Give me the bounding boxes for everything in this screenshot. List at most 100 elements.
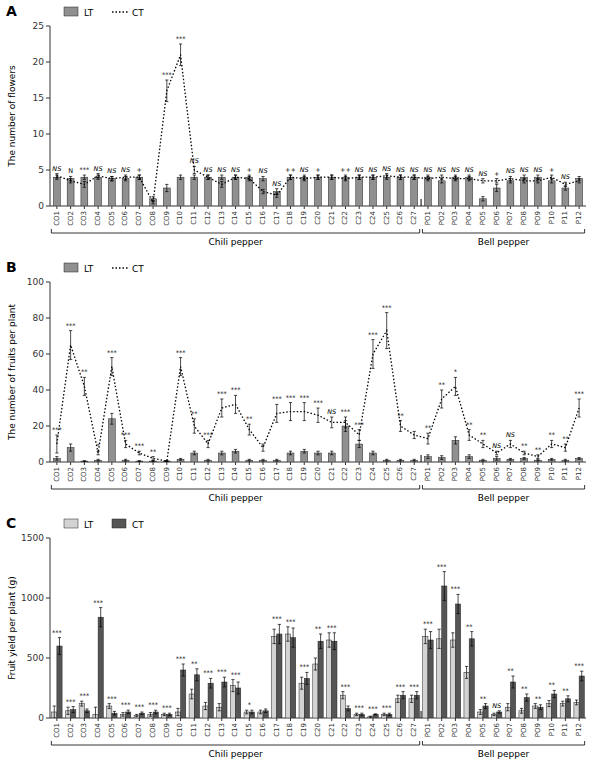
error-cap bbox=[273, 643, 276, 644]
error-stem bbox=[361, 713, 362, 715]
error-cap bbox=[176, 708, 179, 709]
error-stem bbox=[318, 175, 319, 179]
x-tick bbox=[249, 462, 250, 465]
y-tick-label: 500 bbox=[27, 653, 44, 663]
error-cap bbox=[468, 458, 471, 459]
x-tick-label: C12 bbox=[204, 211, 212, 225]
x-tick-label: C14 bbox=[231, 722, 239, 736]
error-cap bbox=[319, 648, 322, 649]
bar bbox=[301, 177, 308, 206]
error-stem bbox=[482, 197, 483, 201]
error-bar bbox=[550, 458, 553, 460]
error-cap bbox=[58, 654, 61, 655]
error-cap bbox=[578, 399, 581, 400]
error-cap bbox=[110, 375, 113, 376]
error-stem bbox=[164, 713, 165, 715]
significance-label: *** bbox=[382, 704, 393, 712]
x-tick bbox=[441, 206, 442, 209]
error-bar bbox=[58, 638, 61, 655]
error-cap bbox=[523, 457, 526, 458]
error-stem bbox=[526, 694, 527, 701]
error-cap bbox=[110, 180, 113, 181]
error-stem bbox=[318, 408, 319, 422]
error-stem bbox=[86, 709, 87, 713]
bar bbox=[291, 638, 296, 718]
error-stem bbox=[331, 175, 332, 179]
significance-label: *** bbox=[107, 695, 118, 703]
x-tick-label: P11 bbox=[561, 211, 569, 224]
y-tick bbox=[46, 62, 50, 63]
error-cap bbox=[399, 179, 402, 180]
bar bbox=[222, 682, 227, 718]
error-cap bbox=[358, 179, 361, 180]
error-cap bbox=[264, 709, 267, 710]
group-label: Bell pepper bbox=[478, 749, 530, 759]
bar bbox=[208, 683, 213, 718]
error-cap bbox=[108, 708, 111, 709]
x-tick bbox=[469, 462, 470, 465]
error-bar bbox=[316, 408, 319, 422]
x-tick bbox=[235, 206, 236, 209]
error-cap bbox=[289, 175, 292, 176]
panel-title: B bbox=[6, 259, 17, 275]
error-cap bbox=[237, 682, 240, 683]
error-cap bbox=[424, 629, 427, 630]
group-bracket bbox=[422, 229, 584, 233]
x-tick-label: PO4 bbox=[465, 466, 473, 481]
x-tick bbox=[386, 718, 387, 721]
bar bbox=[313, 664, 318, 718]
x-tick-label: CO1 bbox=[53, 211, 61, 226]
bar bbox=[53, 177, 60, 206]
y-axis bbox=[50, 282, 51, 462]
significance-label: NS bbox=[355, 166, 364, 174]
y-tick bbox=[46, 98, 50, 99]
bar bbox=[452, 177, 459, 206]
error-stem bbox=[235, 175, 236, 179]
y-axis bbox=[50, 26, 51, 206]
significance-label: *** bbox=[272, 615, 283, 623]
bar bbox=[425, 177, 432, 206]
error-stem bbox=[455, 437, 456, 444]
x-tick bbox=[166, 462, 167, 465]
x-tick bbox=[372, 462, 373, 465]
error-cap bbox=[289, 451, 292, 452]
error-cap bbox=[303, 449, 306, 450]
error-bar bbox=[138, 461, 141, 462]
bar bbox=[411, 177, 418, 206]
error-cap bbox=[523, 175, 526, 176]
error-bar bbox=[264, 709, 267, 713]
error-cap bbox=[138, 451, 141, 452]
x-tick bbox=[263, 718, 264, 721]
x-tick bbox=[153, 718, 154, 721]
bar bbox=[272, 636, 277, 718]
error-cap bbox=[206, 459, 209, 460]
error-stem bbox=[416, 692, 417, 699]
error-cap bbox=[371, 339, 374, 340]
significance-label: ** bbox=[535, 446, 542, 454]
legend: LTCT bbox=[64, 263, 144, 274]
error-cap bbox=[481, 196, 484, 197]
error-stem bbox=[221, 399, 222, 417]
error-bar bbox=[468, 176, 471, 180]
error-bar bbox=[165, 461, 168, 462]
error-cap bbox=[314, 670, 317, 671]
x-tick bbox=[331, 462, 332, 465]
error-cap bbox=[429, 631, 432, 632]
y-axis bbox=[50, 538, 51, 718]
error-cap bbox=[179, 460, 182, 461]
error-stem bbox=[139, 451, 140, 455]
x-tick bbox=[551, 462, 552, 465]
error-cap bbox=[234, 413, 237, 414]
x-tick bbox=[345, 718, 346, 721]
error-cap bbox=[193, 451, 196, 452]
error-cap bbox=[69, 182, 72, 183]
error-cap bbox=[303, 453, 306, 454]
significance-label: NS bbox=[465, 166, 474, 174]
error-cap bbox=[83, 461, 86, 462]
bar bbox=[562, 460, 569, 462]
significance-label: * bbox=[248, 701, 252, 709]
x-tick-label: CO1 bbox=[53, 723, 61, 738]
error-cap bbox=[179, 175, 182, 176]
x-tick bbox=[84, 462, 85, 465]
x-tick bbox=[386, 462, 387, 465]
